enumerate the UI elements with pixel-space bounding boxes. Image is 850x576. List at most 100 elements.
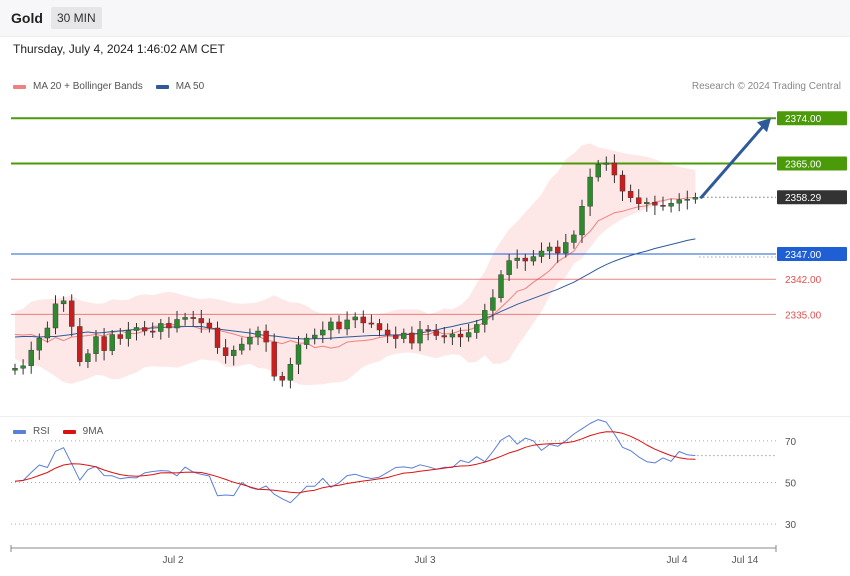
candle-body (12, 368, 18, 371)
rsi-swatch (13, 429, 26, 434)
candle-body (603, 162, 609, 165)
candle-body (514, 257, 520, 261)
candle-body (433, 330, 439, 336)
candle-body (44, 327, 51, 339)
candle-body (263, 330, 269, 343)
candle-body (320, 329, 326, 336)
legend-item-ma50: MA 50 (155, 81, 204, 92)
candle-body (401, 332, 407, 339)
chart-datetime: Thursday, July 4, 2024 1:46:02 AM CET (13, 42, 225, 56)
timeframe-badge[interactable]: 30 MIN (51, 7, 102, 29)
candle-body (530, 256, 537, 262)
candle-body (295, 344, 302, 365)
candle-body (579, 206, 585, 236)
candle-body (133, 327, 140, 331)
ma50-swatch (155, 84, 169, 89)
candle-body (498, 274, 504, 299)
candle-body (490, 297, 496, 311)
ma9-swatch (62, 429, 76, 434)
level-tag-2358.29: 2358.29 (785, 193, 822, 204)
legend-label-9ma: 9MA (82, 426, 104, 437)
candle-body (660, 205, 666, 207)
candle-body (376, 323, 383, 331)
candle-body (125, 330, 132, 339)
ma20-swatch (13, 84, 26, 89)
instrument-title: Gold (11, 10, 43, 26)
candle-body (149, 330, 156, 333)
x-axis-label-jul-4: Jul 4 (666, 555, 688, 566)
candle-body (230, 349, 237, 356)
candle-body (692, 197, 699, 200)
candle-body (636, 197, 642, 204)
candle-body (77, 326, 83, 362)
candle-body (328, 321, 334, 331)
candle-body (20, 365, 26, 369)
candle-body (571, 234, 577, 243)
candle-body (158, 323, 164, 332)
candle-body (409, 332, 415, 344)
candle-body (206, 322, 213, 329)
candle-body (417, 329, 423, 344)
candle-body (336, 321, 342, 330)
candle-body (117, 334, 124, 339)
candle-body (368, 322, 375, 325)
candle-body (198, 318, 205, 324)
level-tag-bg-2365.00 (777, 156, 847, 171)
candle-body (93, 336, 99, 354)
candle-body (141, 327, 148, 332)
level-tag-bg-2374.00 (777, 111, 847, 126)
candle-body (344, 319, 350, 330)
candle-body (28, 349, 34, 366)
candle-body (68, 300, 75, 327)
candle-body (271, 341, 277, 377)
level-tag-2342.00: 2342.00 (785, 275, 822, 286)
x-axis-label-jul-14: Jul 14 (732, 555, 759, 566)
candle-body (312, 334, 318, 339)
candle-body (279, 376, 285, 381)
candle-body (482, 310, 488, 325)
legend-item-ma20: MA 20 + Bollinger Bands (13, 81, 143, 92)
level-tag-bg-2347.00 (777, 247, 847, 262)
rsi-legend: RSI 9MA (13, 426, 116, 437)
candle-body (360, 316, 366, 324)
candle-body (465, 332, 472, 338)
candle-body (287, 364, 294, 381)
candle-body (109, 334, 115, 351)
x-axis-label-jul-2: Jul 2 (162, 555, 184, 566)
rsi-line (14, 419, 696, 504)
level-tag-2347.00: 2347.00 (785, 250, 822, 261)
candle-body (627, 190, 634, 198)
forecast-arrow-head (757, 118, 771, 133)
candle-body (676, 199, 682, 204)
bollinger-band-area (15, 143, 696, 386)
candle-body (522, 257, 528, 262)
candle-body (255, 330, 261, 338)
candle-body (214, 327, 221, 348)
candle-body (190, 317, 196, 319)
candle-body (36, 337, 42, 351)
candle-body (425, 329, 431, 331)
forecast-arrow-shaft (699, 122, 767, 199)
candle-body (555, 246, 561, 254)
candle-body (611, 162, 618, 176)
candle-body (303, 337, 310, 345)
candle-body (441, 335, 447, 338)
candle-body (182, 317, 188, 320)
candle-body (60, 300, 67, 305)
candle-body (546, 246, 553, 252)
main-legend: MA 20 + Bollinger Bands MA 50 (13, 81, 217, 92)
candle-body (644, 202, 650, 204)
candle-body (595, 164, 601, 178)
level-tag-2335.00: 2335.00 (785, 310, 822, 321)
candle-body (352, 316, 358, 321)
candle-body (684, 198, 690, 201)
candle-body (506, 260, 512, 275)
x-axis-label-jul-3: Jul 3 (414, 555, 436, 566)
candle-body (538, 250, 545, 257)
candle-body (668, 203, 674, 207)
rsi-tick-30: 30 (785, 520, 797, 531)
candle-body (239, 343, 245, 351)
candle-body (652, 202, 658, 206)
candle-body (449, 333, 456, 338)
